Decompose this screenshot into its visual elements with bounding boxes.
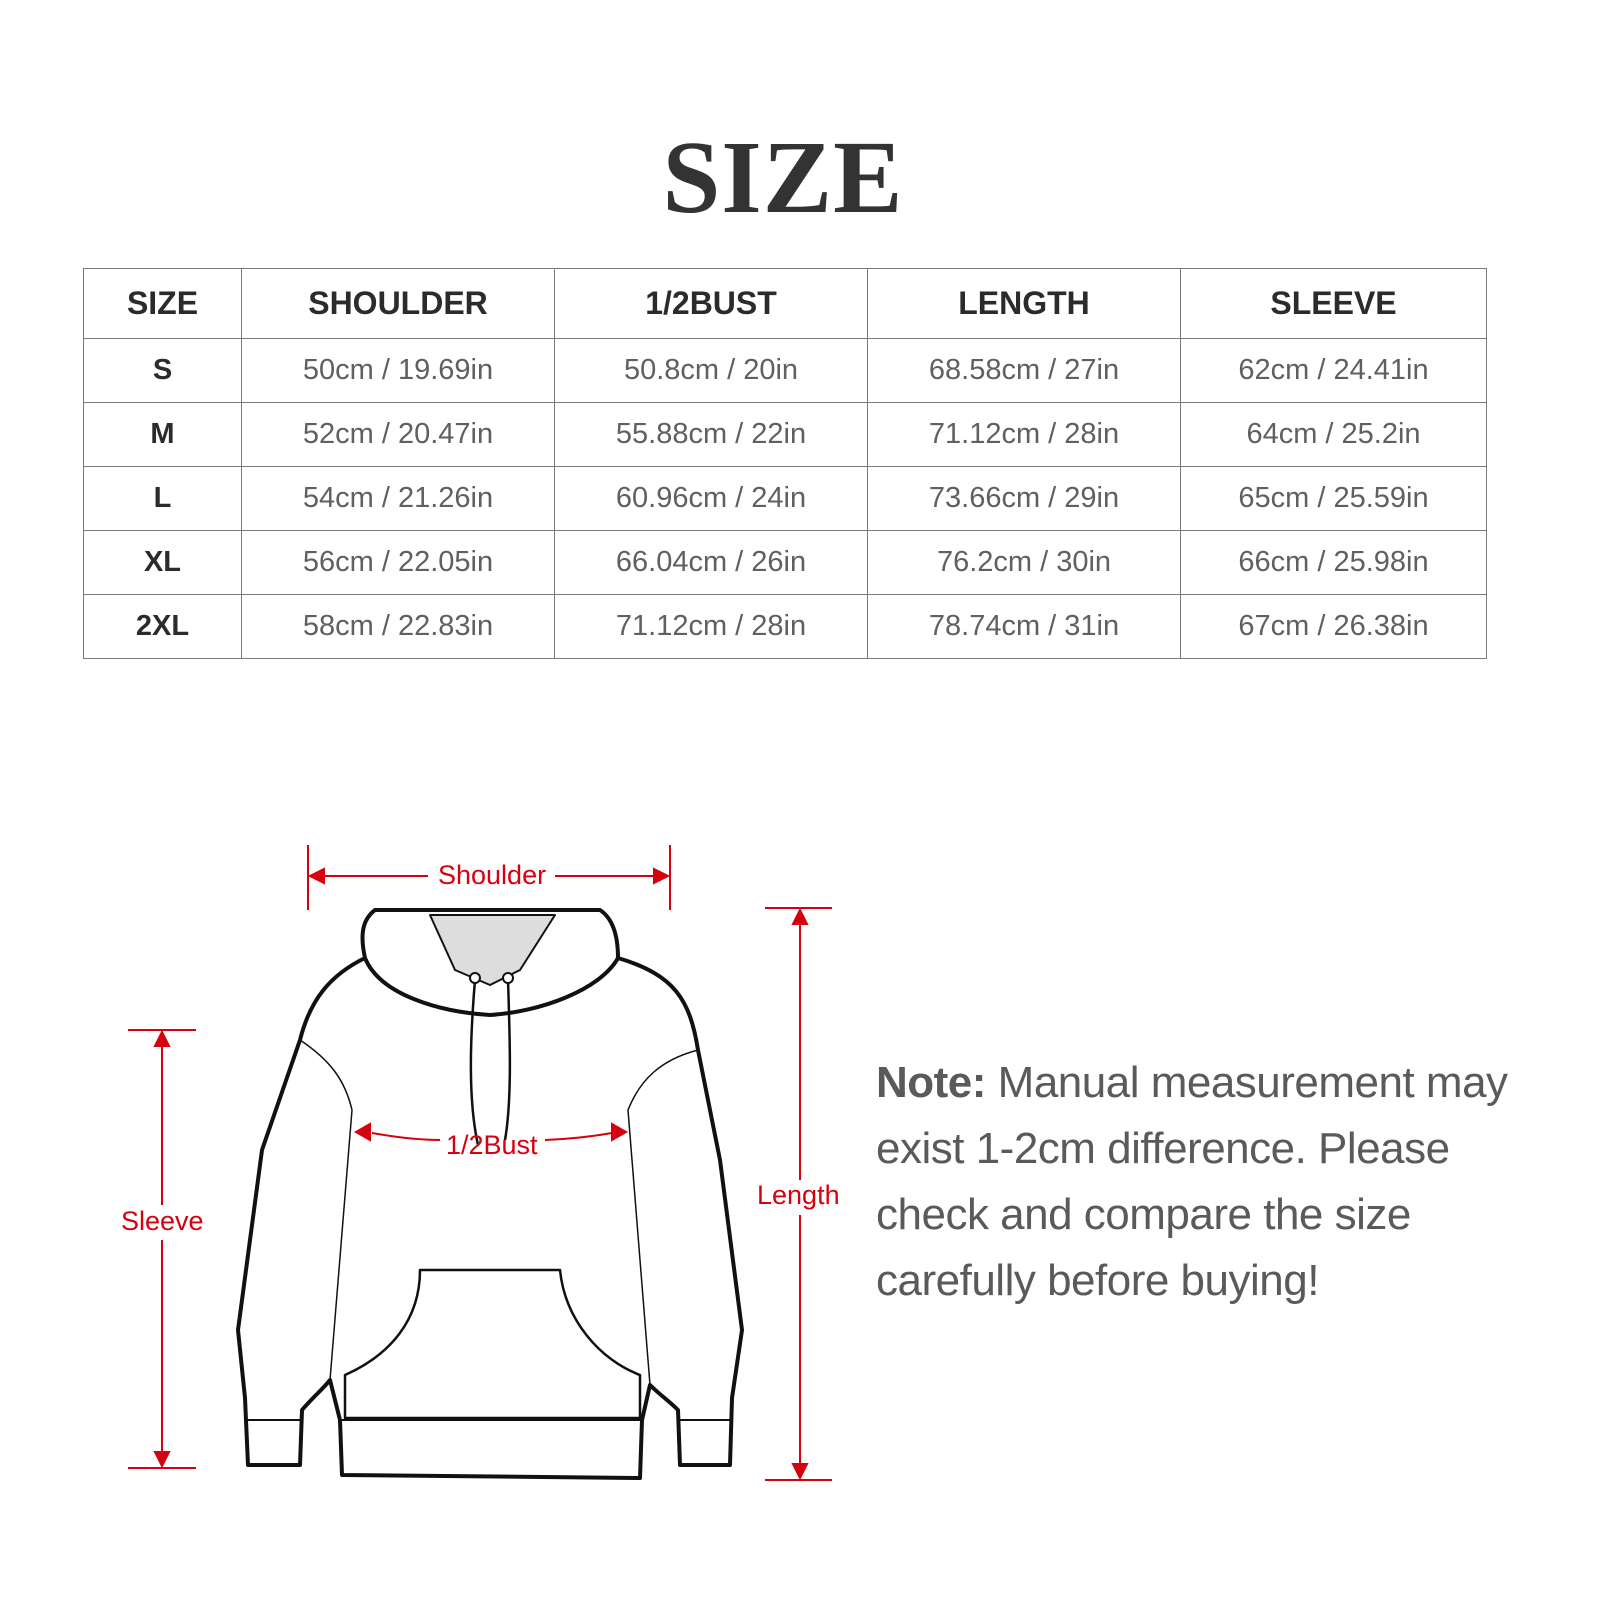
measurement-cell: 76.2cm / 30in [867,530,1181,595]
measurement-cell: 50.8cm / 20in [554,338,868,403]
sleeve-label: Sleeve [121,1206,204,1236]
measurement-cell: 65cm / 25.59in [1180,466,1487,531]
measurement-cell: 56cm / 22.05in [241,530,555,595]
page-title: SIZE [662,120,904,235]
size-table: SIZE SHOULDER 1/2BUST LENGTH SLEEVE S 50c… [83,268,1487,659]
measurement-cell: 66.04cm / 26in [554,530,868,595]
measurement-cell: 66cm / 25.98in [1180,530,1487,595]
length-label: Length [757,1180,840,1210]
measurement-lines [128,845,832,1481]
measurement-cell: 55.88cm / 22in [554,402,868,467]
shoulder-label: Shoulder [438,860,547,890]
measurement-cell: 60.96cm / 24in [554,466,868,531]
measurement-cell: 67cm / 26.38in [1180,594,1487,659]
table-row: S 50cm / 19.69in 50.8cm / 20in 68.58cm / 27… [83,338,1487,403]
size-cell: 2XL [83,594,242,659]
table-row: L 54cm / 21.26in 60.96cm / 24in 73.66cm / 2… [83,466,1487,531]
header-sleeve: SLEEVE [1180,268,1487,339]
measurement-cell: 64cm / 25.2in [1180,402,1487,467]
table-row: M 52cm / 20.47in 55.88cm / 22in 71.12cm / 2… [83,402,1487,467]
size-cell: L [83,466,242,531]
measurement-cell: 58cm / 22.83in [241,594,555,659]
measurement-cell: 73.66cm / 29in [867,466,1181,531]
size-cell: S [83,338,242,403]
measurement-cell: 62cm / 24.41in [1180,338,1487,403]
table-row: 2XL 58cm / 22.83in 71.12cm / 28in 78.74cm /… [83,594,1487,659]
note-text: Manual measurement may exist 1-2cm diffe… [876,1058,1508,1305]
measurement-note: Note: Manual measurement may exist 1-2cm… [876,1050,1516,1314]
measurement-cell: 71.12cm / 28in [554,594,868,659]
measurement-cell: 78.74cm / 31in [867,594,1181,659]
size-cell: M [83,402,242,467]
measurement-cell: 50cm / 19.69in [241,338,555,403]
table-row: XL 56cm / 22.05in 66.04cm / 26in 76.2cm / 3… [83,530,1487,595]
header-length: LENGTH [867,268,1181,339]
header-size: SIZE [83,268,242,339]
hoodie-outline [236,908,744,1480]
measurement-cell: 52cm / 20.47in [241,402,555,467]
note-label: Note: [876,1058,986,1107]
header-bust: 1/2BUST [554,268,868,339]
table-header-row: SIZE SHOULDER 1/2BUST LENGTH SLEEVE [83,268,1487,339]
measurement-cell: 54cm / 21.26in [241,466,555,531]
measurement-cell: 71.12cm / 28in [867,402,1181,467]
bust-label: 1/2Bust [446,1130,538,1160]
